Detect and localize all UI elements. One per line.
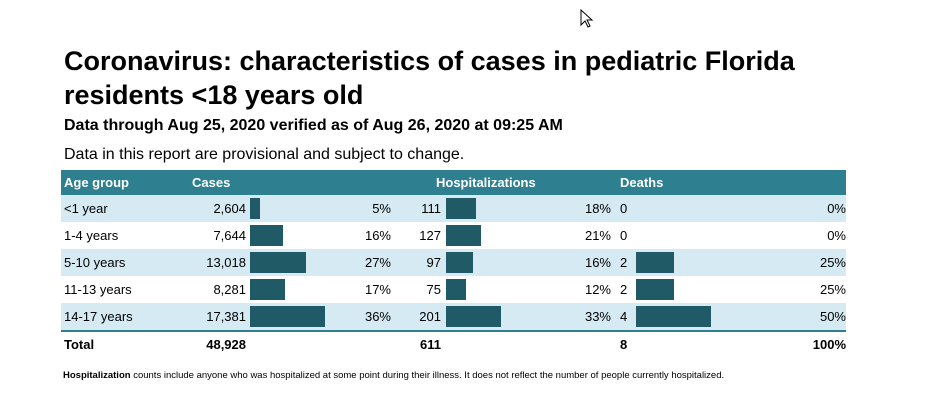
hospitalizations-bar-cell: [441, 249, 546, 276]
deaths-bar-cell: [636, 276, 736, 303]
hospitalizations-bar: [446, 279, 466, 300]
age-group-label: 14-17 years: [64, 309, 133, 324]
table-row: 14-17 years 17,381 36% 201 33% 4 50%: [61, 303, 846, 331]
total-cases: 48,928: [181, 330, 246, 357]
hospitalizations-bar-cell: [441, 303, 546, 331]
cases-bar: [250, 306, 325, 327]
deaths-bar-cell: [636, 195, 736, 222]
deaths-bar: [636, 306, 711, 327]
deaths-bar: [636, 252, 674, 273]
age-group-label: 11-13 years: [64, 282, 132, 297]
hospitalizations-percent: 12%: [584, 282, 611, 297]
deaths-percent: 25%: [819, 255, 846, 270]
header-deaths: Deaths: [620, 175, 664, 190]
deaths-count: 0: [620, 228, 628, 243]
cases-count: 17,381: [206, 309, 246, 324]
header-cases: Cases: [192, 175, 231, 190]
table-row: 1-4 years 7,644 16% 127 21% 0 0%: [61, 222, 846, 249]
hospitalizations-bar-cell: [441, 222, 546, 249]
total-label: Total: [61, 330, 181, 357]
deaths-count: 2: [620, 255, 628, 270]
deaths-count: 2: [620, 282, 628, 297]
total-hospitalizations: 611: [391, 330, 441, 357]
footnote-bold-term: Hospitalization: [63, 370, 131, 381]
hospitalizations-percent: 18%: [584, 201, 611, 216]
cases-percent: 27%: [364, 255, 391, 270]
deaths-bar-cell: [636, 249, 736, 276]
hospitalizations-bar: [446, 225, 481, 246]
pediatric-cases-table: Age group Cases Hospitalizations Deaths …: [61, 170, 846, 357]
cases-count: 7,644: [213, 228, 246, 243]
cases-bar: [250, 252, 306, 273]
cases-count: 2,604: [213, 201, 246, 216]
deaths-bar-cell: [636, 222, 736, 249]
hospitalizations-percent: 16%: [584, 255, 611, 270]
cases-bar: [250, 198, 260, 219]
cases-count: 8,281: [213, 282, 246, 297]
hospitalizations-count: 127: [419, 228, 441, 243]
hospitalizations-count: 97: [426, 255, 441, 270]
header-age-group: Age group: [64, 175, 129, 190]
report-subtitle: Data through Aug 25, 2020 verified as of…: [64, 117, 563, 134]
cases-bar-cell: [246, 249, 326, 276]
hospitalizations-bar-cell: [441, 276, 546, 303]
cases-percent: 5%: [372, 201, 391, 216]
header-hospitalizations: Hospitalizations: [436, 175, 536, 190]
age-group-label: <1 year: [64, 201, 108, 216]
deaths-bar-cell: [636, 303, 736, 331]
deaths-count: 0: [620, 201, 628, 216]
cases-bar-cell: [246, 222, 326, 249]
hospitalizations-bar: [446, 198, 476, 219]
cases-bar-cell: [246, 195, 326, 222]
provisional-note: Data in this report are provisional and …: [64, 146, 465, 163]
hospitalizations-percent: 33%: [584, 309, 611, 324]
deaths-percent: 0%: [827, 228, 846, 243]
table-header-row: Age group Cases Hospitalizations Deaths: [61, 170, 846, 195]
deaths-percent: 0%: [827, 201, 846, 216]
hospitalizations-percent: 21%: [584, 228, 611, 243]
hospitalizations-count: 111: [421, 201, 441, 216]
hospitalizations-count: 201: [419, 309, 441, 324]
cases-bar-cell: [246, 303, 326, 331]
mouse-pointer-icon: [580, 9, 594, 28]
total-deaths: 8: [611, 330, 636, 357]
table-row: <1 year 2,604 5% 111 18% 0 0%: [61, 195, 846, 222]
footnote-text: counts include anyone who was hospitaliz…: [130, 370, 725, 381]
cases-bar: [250, 225, 283, 246]
age-group-label: 5-10 years: [64, 255, 126, 270]
hospitalization-footnote: Hospitalization counts include anyone wh…: [63, 370, 724, 381]
cases-percent: 17%: [364, 282, 391, 297]
table-row: 5-10 years 13,018 27% 97 16% 2 25%: [61, 249, 846, 276]
total-deaths-pct: 100%: [736, 330, 846, 357]
hospitalizations-bar: [446, 306, 501, 327]
deaths-count: 4: [620, 309, 628, 324]
deaths-percent: 50%: [819, 309, 846, 324]
cases-percent: 36%: [364, 309, 391, 324]
total-row: Total 48,928 611 8 100%: [61, 330, 846, 357]
deaths-percent: 25%: [819, 282, 846, 297]
hospitalizations-count: 75: [426, 282, 441, 297]
cases-percent: 16%: [364, 228, 391, 243]
age-group-label: 1-4 years: [64, 228, 119, 243]
cases-bar-cell: [246, 276, 326, 303]
cases-bar: [250, 279, 285, 300]
report-title: Coronavirus: characteristics of cases in…: [64, 46, 795, 110]
cases-count: 13,018: [206, 255, 246, 270]
hospitalizations-bar-cell: [441, 195, 546, 222]
table-row: 11-13 years 8,281 17% 75 12% 2 25%: [61, 276, 846, 303]
hospitalizations-bar: [446, 252, 473, 273]
deaths-bar: [636, 279, 674, 300]
